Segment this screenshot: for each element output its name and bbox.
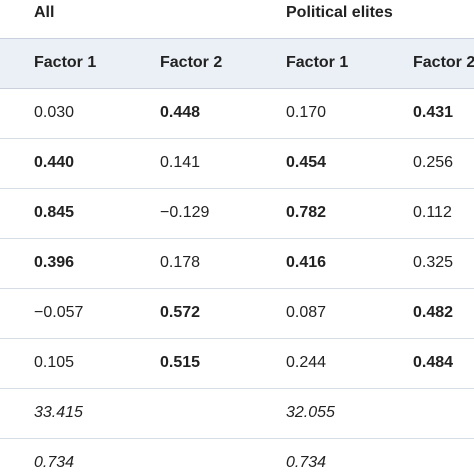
table-cell: 0.256 xyxy=(413,154,454,171)
table-row: −0.057 0.572 0.087 0.482 xyxy=(0,289,474,339)
column-header-elites-factor-1: Factor 1 xyxy=(286,54,349,71)
summary-row: 0.734 0.734 xyxy=(0,439,474,474)
table-row: 0.440 0.141 0.454 0.256 xyxy=(0,139,474,189)
summary-cell-political-elites: 32.055 xyxy=(286,404,335,421)
table-cell: 0.845 xyxy=(34,204,75,221)
table-cell: 0.431 xyxy=(413,104,454,121)
summary-cell-all: 33.415 xyxy=(34,404,83,421)
column-header-row: Factor 1 Factor 2 Factor 1 Factor 2 xyxy=(0,39,474,89)
table-cell: 0.030 xyxy=(34,104,75,121)
table-cell: 0.112 xyxy=(413,204,452,221)
column-header-elites-factor-2: Factor 2 xyxy=(413,54,474,71)
table-cell: −0.057 xyxy=(34,304,84,321)
table-cell: 0.105 xyxy=(34,354,75,371)
table-cell: 0.244 xyxy=(286,354,327,371)
summary-cell-political-elites: 0.734 xyxy=(286,454,327,471)
table-cell: −0.129 xyxy=(160,204,210,221)
table-cell: 0.416 xyxy=(286,254,327,271)
table-row: 0.030 0.448 0.170 0.431 xyxy=(0,89,474,139)
table-cell: 0.396 xyxy=(34,254,75,271)
table-row: 0.396 0.178 0.416 0.325 xyxy=(0,239,474,289)
group-header-row: All Political elites xyxy=(0,0,474,39)
table-cell: 0.087 xyxy=(286,304,327,321)
table-cell: 0.178 xyxy=(160,254,201,271)
column-header-all-factor-1: Factor 1 xyxy=(34,54,97,71)
table-row: 0.845 −0.129 0.782 0.112 xyxy=(0,189,474,239)
table-cell: 0.454 xyxy=(286,154,327,171)
summary-cell-all: 0.734 xyxy=(34,454,75,471)
table-cell: 0.141 xyxy=(160,154,201,171)
table-cell: 0.515 xyxy=(160,354,201,371)
table-cell: 0.440 xyxy=(34,154,75,171)
table-cell: 0.325 xyxy=(413,254,454,271)
summary-row: 33.415 32.055 xyxy=(0,389,474,439)
table-cell: 0.484 xyxy=(413,354,454,371)
column-header-all-factor-2: Factor 2 xyxy=(160,54,223,71)
table-cell: 0.572 xyxy=(160,304,201,321)
table-cell: 0.170 xyxy=(286,104,327,121)
group-label-political-elites: Political elites xyxy=(286,4,393,21)
table-cell: 0.482 xyxy=(413,304,454,321)
table-cell: 0.782 xyxy=(286,204,327,221)
table-row: 0.105 0.515 0.244 0.484 xyxy=(0,339,474,389)
group-label-all: All xyxy=(34,4,55,21)
table-cell: 0.448 xyxy=(160,104,201,121)
